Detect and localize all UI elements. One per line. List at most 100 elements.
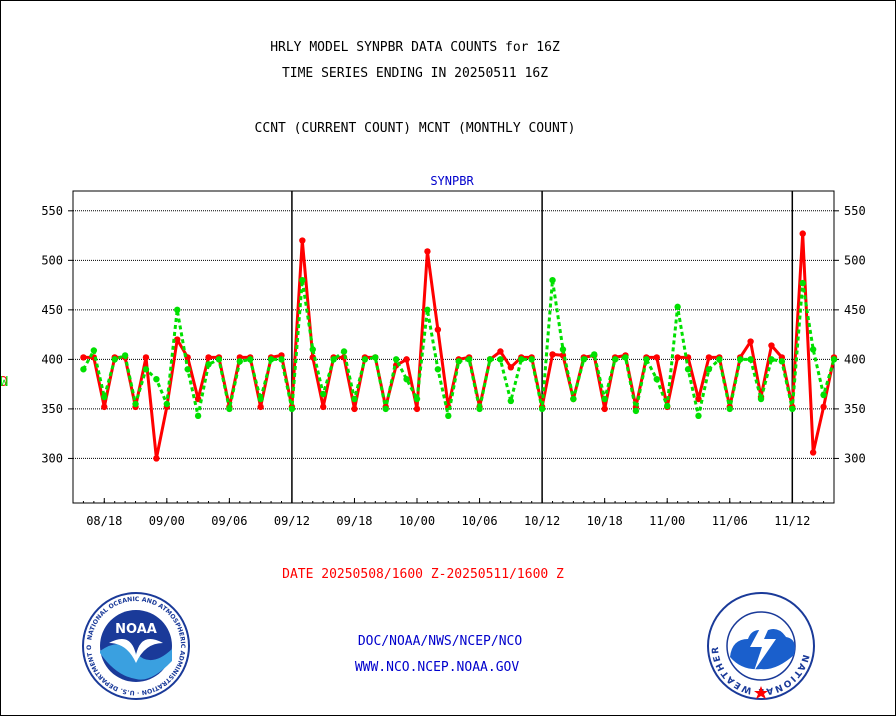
data-point-mcnt: [340, 348, 348, 355]
noaa-logo: NATIONAL OCEANIC AND ATMOSPHERIC ADMINIS…: [81, 591, 190, 700]
data-point-ccnt: [351, 405, 358, 413]
data-point-mcnt: [215, 356, 223, 363]
data-point-mcnt: [424, 306, 431, 314]
website-link[interactable]: WWW.NCO.NCEP.NOAA.GOV: [354, 660, 520, 675]
data-point-ccnt: [653, 354, 660, 361]
y-axis-label: CCNT MCNT: [1, 317, 28, 397]
data-point-mcnt: [392, 356, 400, 363]
x-tick-label: 11/06: [712, 514, 748, 528]
data-point-mcnt: [549, 276, 556, 284]
data-point-mcnt: [747, 356, 754, 363]
data-point-mcnt: [580, 356, 588, 363]
y-tick-label-right: 550: [844, 204, 866, 218]
data-point-ccnt: [257, 403, 264, 411]
data-point-ccnt: [820, 403, 827, 411]
data-point-mcnt: [789, 405, 796, 413]
data-point-mcnt: [476, 405, 483, 413]
data-point-ccnt: [413, 405, 421, 413]
data-point-mcnt: [226, 405, 233, 413]
data-point-ccnt: [403, 356, 410, 363]
chart-title: SYNPBR: [430, 174, 474, 188]
y-tick-label-left: 450: [41, 303, 63, 317]
data-point-mcnt: [80, 366, 87, 373]
y-tick-label-left: 350: [41, 402, 63, 416]
y-tick-label-left: 550: [41, 204, 63, 218]
data-point-mcnt: [684, 366, 692, 373]
data-point-mcnt: [299, 276, 306, 284]
data-point-mcnt: [372, 354, 379, 361]
data-point-mcnt: [403, 375, 410, 383]
data-point-ccnt: [142, 354, 150, 361]
plot-frame: [72, 190, 835, 504]
header-line-3: CCNT (CURRENT COUNT) MCNT (MONTHLY COUNT…: [254, 121, 576, 136]
data-point-mcnt: [601, 395, 608, 403]
data-point-ccnt: [799, 230, 806, 237]
data-point-ccnt: [549, 351, 556, 358]
data-point-mcnt: [257, 395, 264, 403]
data-point-ccnt: [153, 455, 160, 462]
data-point-ccnt: [809, 449, 817, 456]
data-point-mcnt: [528, 356, 535, 363]
y-tick-label-left: 300: [41, 451, 63, 465]
data-point-ccnt: [768, 342, 775, 349]
header-line-2: TIME SERIES ENDING IN 20250511 16Z: [281, 66, 549, 81]
nws-logo: NATIONAL WEATHER SERVICE: [706, 591, 815, 700]
data-point-mcnt: [570, 395, 577, 403]
data-point-mcnt: [90, 347, 98, 354]
data-point-ccnt: [674, 354, 681, 361]
date-range: DATE 20250508/1600 Z-20250511/1600 Z: [282, 567, 564, 582]
data-point-ccnt: [747, 338, 754, 345]
data-point-mcnt: [455, 358, 462, 365]
data-point-mcnt: [434, 366, 442, 373]
data-point-mcnt: [653, 375, 660, 383]
data-point-ccnt: [497, 348, 504, 355]
series-line-ccnt: [83, 232, 836, 460]
data-point-ccnt: [424, 248, 431, 255]
data-point-mcnt: [267, 356, 275, 363]
data-point-mcnt: [622, 354, 629, 361]
data-point-ccnt: [434, 326, 442, 333]
data-point-mcnt: [351, 395, 358, 403]
data-point-mcnt: [330, 356, 337, 363]
data-point-mcnt: [664, 402, 671, 410]
x-tick-label: 09/18: [336, 514, 372, 528]
x-tick-label: 11/00: [649, 514, 685, 528]
x-tick-label: 09/00: [149, 514, 185, 528]
data-point-ccnt: [705, 354, 713, 361]
data-point-ccnt: [695, 395, 702, 403]
data-point-mcnt: [799, 279, 806, 287]
x-tick-label: 09/12: [274, 514, 310, 528]
data-point-mcnt: [497, 356, 504, 363]
data-point-mcnt: [757, 395, 765, 403]
data-point-mcnt: [778, 358, 786, 365]
data-point-mcnt: [674, 303, 681, 311]
x-tick-label: 09/06: [211, 514, 247, 528]
data-point-mcnt: [278, 356, 285, 363]
data-point-ccnt: [174, 336, 181, 343]
noaa-logo-name: NOAA: [115, 622, 157, 637]
data-point-ccnt: [601, 405, 608, 413]
data-point-mcnt: [643, 356, 650, 363]
x-tick-label: 10/00: [399, 514, 435, 528]
data-point-mcnt: [591, 351, 598, 358]
data-point-mcnt: [194, 412, 202, 420]
data-point-mcnt: [132, 400, 139, 408]
y-tick-label-right: 350: [844, 402, 866, 416]
data-point-mcnt: [153, 375, 160, 383]
org-path: DOC/NOAA/NWS/NCEP/NCO: [357, 634, 523, 649]
data-point-mcnt: [184, 366, 191, 373]
y-tick-label-right: 400: [844, 352, 866, 366]
y-tick-label-right: 450: [844, 303, 866, 317]
data-point-mcnt: [559, 346, 567, 353]
data-point-mcnt: [288, 405, 296, 413]
y-tick-label-right: 500: [844, 253, 866, 267]
data-point-ccnt: [80, 354, 87, 361]
data-point-mcnt: [361, 356, 369, 363]
data-point-mcnt: [632, 407, 640, 415]
data-point-mcnt: [705, 366, 713, 373]
ylabel-mcnt: MCNT: [0, 372, 8, 387]
y-tick-label-right: 300: [844, 451, 866, 465]
data-point-mcnt: [413, 395, 421, 403]
data-point-mcnt: [174, 306, 181, 314]
